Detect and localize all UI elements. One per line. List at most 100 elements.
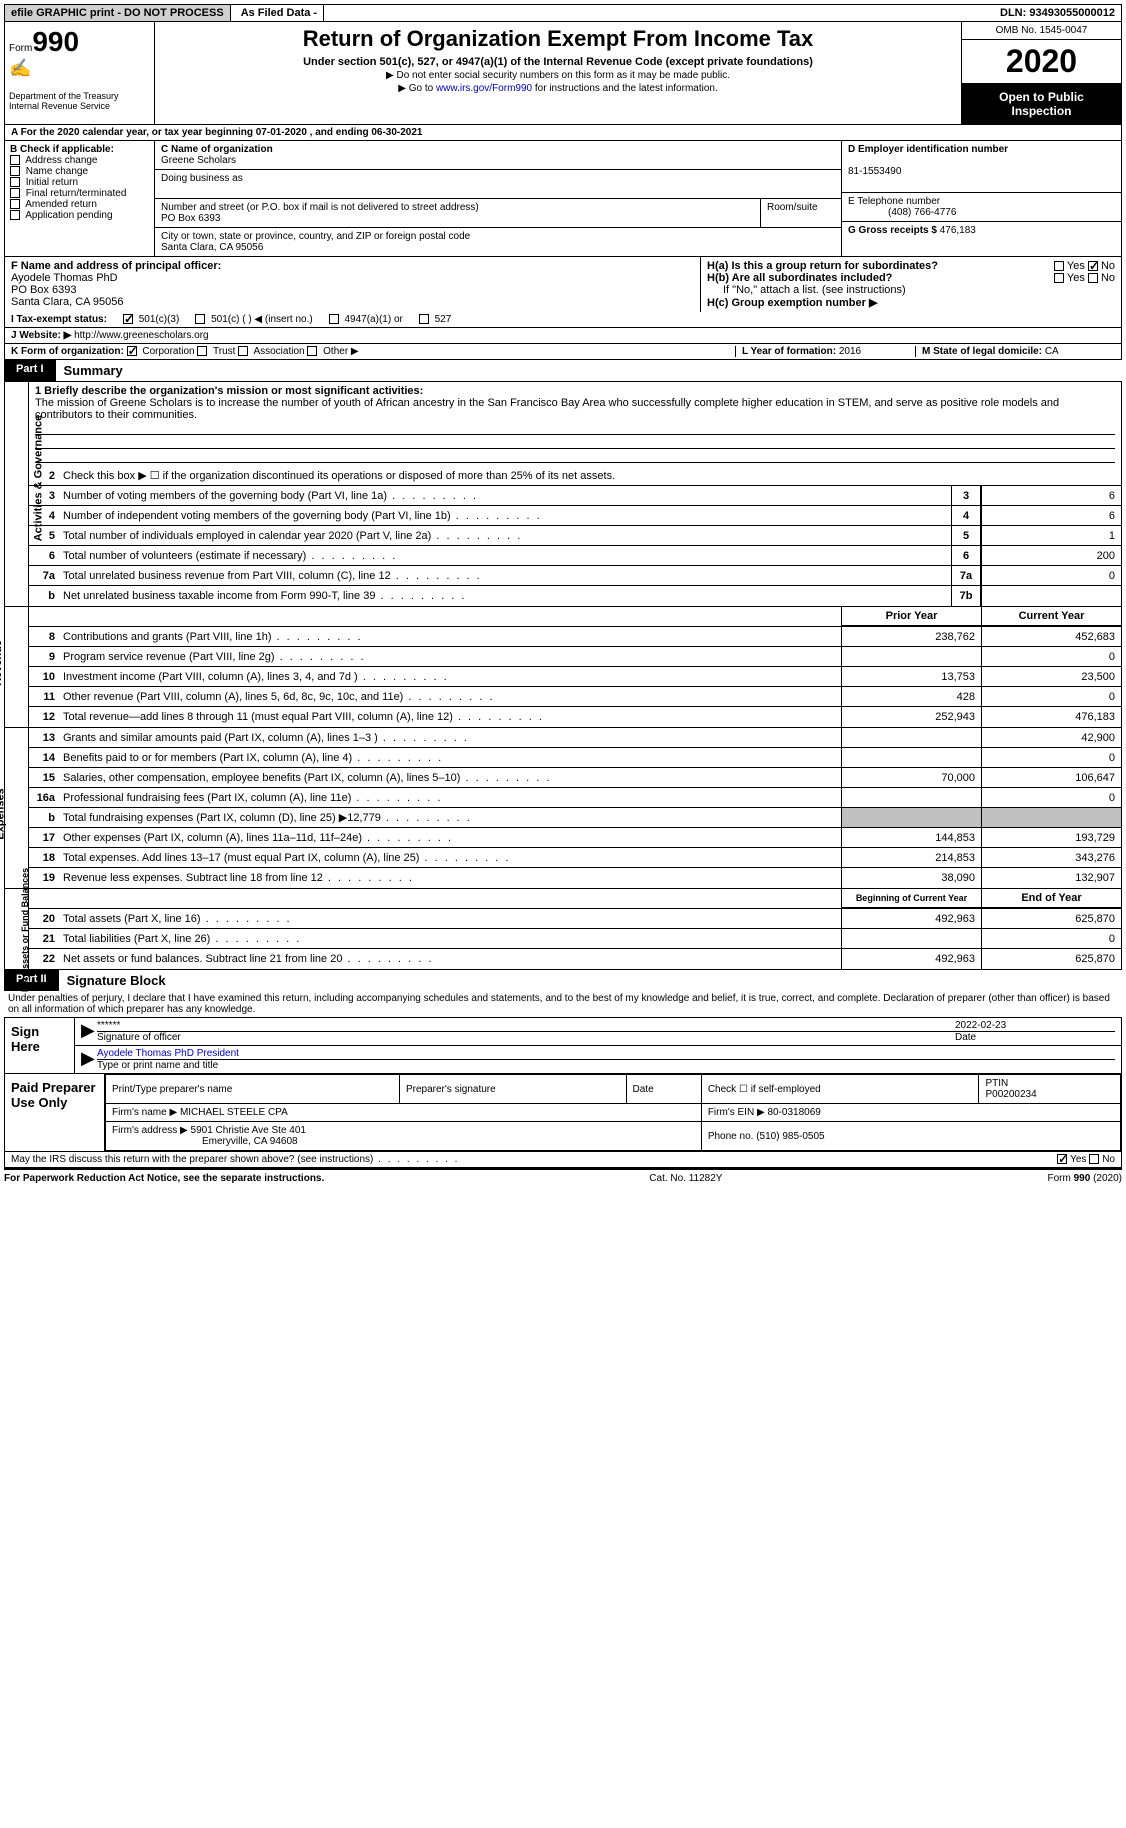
- checkbox-corp[interactable]: [127, 346, 137, 356]
- checkbox-b-5[interactable]: [10, 210, 20, 220]
- checkbox-h-a-no[interactable]: [1088, 261, 1098, 271]
- section-revenue: Revenue Prior Year Current Year 8Contrib…: [4, 607, 1122, 728]
- efile-notice: efile GRAPHIC print - DO NOT PROCESS: [5, 5, 231, 21]
- summary-row: 10Investment income (Part VIII, column (…: [29, 667, 1121, 687]
- website-url: http://www.greenescholars.org: [74, 330, 209, 341]
- summary-row: 17Other expenses (Part IX, column (A), l…: [29, 828, 1121, 848]
- checkbox-501c[interactable]: [195, 314, 205, 324]
- header-left: Form990 ✍ Department of the Treasury Int…: [5, 22, 155, 124]
- checkbox-h-b-no[interactable]: [1088, 273, 1098, 283]
- summary-row: 20Total assets (Part X, line 16)492,9636…: [29, 909, 1121, 929]
- cell-org-name: C Name of organization Greene Scholars: [155, 141, 841, 170]
- summary-row: 16aProfessional fundraising fees (Part I…: [29, 788, 1121, 808]
- org-name: Greene Scholars: [161, 155, 236, 166]
- summary-row: 4Number of independent voting members of…: [29, 506, 1121, 526]
- street-address: PO Box 6393: [161, 213, 220, 224]
- col-deg: D Employer identification number 81-1553…: [841, 141, 1121, 256]
- sign-here-label: Sign Here: [5, 1018, 75, 1073]
- summary-row: 13Grants and similar amounts paid (Part …: [29, 728, 1121, 748]
- checkbox-527[interactable]: [419, 314, 429, 324]
- fin-header-row: Prior Year Current Year: [29, 607, 1121, 627]
- checkbox-h-b-yes[interactable]: [1054, 273, 1064, 283]
- section-activities-governance: Activities & Governance 1 Briefly descri…: [4, 381, 1122, 607]
- officer-name-link[interactable]: Ayodele Thomas PhD President: [97, 1048, 239, 1059]
- summary-row: 7aTotal unrelated business revenue from …: [29, 566, 1121, 586]
- checkbox-b-3[interactable]: [10, 188, 20, 198]
- perjury-statement: Under penalties of perjury, I declare th…: [4, 991, 1122, 1018]
- checkbox-b-2[interactable]: [10, 177, 20, 187]
- summary-row: 5Total number of individuals employed in…: [29, 526, 1121, 546]
- header-mid: Return of Organization Exempt From Incom…: [155, 22, 961, 124]
- checkbox-b-4[interactable]: [10, 199, 20, 209]
- part-ii-header: Part II Signature Block: [4, 970, 1122, 991]
- footer-row: For Paperwork Reduction Act Notice, see …: [4, 1168, 1122, 1187]
- vert-label-net: Net Assets or Fund Balances: [5, 889, 29, 969]
- summary-row: 12Total revenue—add lines 8 through 11 (…: [29, 707, 1121, 727]
- summary-row: 6Total number of volunteers (estimate if…: [29, 546, 1121, 566]
- cell-dba: Doing business as: [155, 170, 841, 199]
- ein-value: 81-1553490: [848, 166, 901, 177]
- row-j-website: J Website: ▶ http://www.greenescholars.o…: [4, 328, 1122, 344]
- ssn-note: ▶ Do not enter social security numbers o…: [163, 70, 953, 81]
- summary-row: 9Program service revenue (Part VIII, lin…: [29, 647, 1121, 667]
- section-fh: F Name and address of principal officer:…: [4, 256, 1122, 312]
- cell-phone: E Telephone number (408) 766-4776: [842, 193, 1121, 222]
- summary-row: bNet unrelated business taxable income f…: [29, 586, 1121, 606]
- preparer-block: Paid Preparer Use Only Print/Type prepar…: [4, 1074, 1122, 1152]
- cell-ein: D Employer identification number 81-1553…: [842, 141, 1121, 193]
- form-number: 990: [32, 26, 79, 57]
- website-note: ▶ Go to www.irs.gov/Form990 for instruct…: [163, 83, 953, 94]
- section-net-assets: Net Assets or Fund Balances Beginning of…: [4, 889, 1122, 970]
- preparer-table: Print/Type preparer's name Preparer's si…: [105, 1074, 1121, 1151]
- cell-street: Number and street (or P.O. box if mail i…: [155, 199, 841, 228]
- top-bar: efile GRAPHIC print - DO NOT PROCESS As …: [4, 4, 1122, 22]
- row-a-tax-year: A For the 2020 calendar year, or tax yea…: [4, 125, 1122, 141]
- form-subtitle: Under section 501(c), 527, or 4947(a)(1)…: [163, 56, 953, 68]
- as-filed-label: As Filed Data -: [235, 5, 324, 21]
- checkbox-trust[interactable]: [197, 346, 207, 356]
- col-c: C Name of organization Greene Scholars D…: [155, 141, 841, 256]
- irs-link[interactable]: www.irs.gov/Form990: [436, 83, 532, 94]
- checkbox-other[interactable]: [307, 346, 317, 356]
- tax-year: 2020: [962, 40, 1121, 84]
- row-klm: K Form of organization: Corporation Trus…: [4, 344, 1122, 360]
- vert-label-expenses: Expenses: [5, 728, 29, 888]
- signature-block: Sign Here ▶ ****** Signature of officer …: [4, 1018, 1122, 1074]
- summary-row: 18Total expenses. Add lines 13–17 (must …: [29, 848, 1121, 868]
- section-expenses: Expenses 13Grants and similar amounts pa…: [4, 728, 1122, 889]
- checkbox-b-0[interactable]: [10, 155, 20, 165]
- col-b-checkboxes: B Check if applicable: Address change Na…: [5, 141, 155, 256]
- summary-row: 19Revenue less expenses. Subtract line 1…: [29, 868, 1121, 888]
- checkbox-4947[interactable]: [329, 314, 339, 324]
- dept-irs: Internal Revenue Service: [9, 101, 150, 111]
- cell-city: City or town, state or province, country…: [155, 228, 841, 256]
- checkbox-discuss-no[interactable]: [1089, 1154, 1099, 1164]
- checkbox-assoc[interactable]: [238, 346, 248, 356]
- form-label: Form: [9, 43, 32, 54]
- checkbox-h-a-yes[interactable]: [1054, 261, 1064, 271]
- summary-row: 15Salaries, other compensation, employee…: [29, 768, 1121, 788]
- gross-receipts: 476,183: [940, 225, 976, 236]
- phone-value: (408) 766-4776: [848, 207, 956, 218]
- form-header: Form990 ✍ Department of the Treasury Int…: [4, 22, 1122, 125]
- summary-row: bTotal fundraising expenses (Part IX, co…: [29, 808, 1121, 828]
- form-title: Return of Organization Exempt From Incom…: [163, 26, 953, 52]
- section-bcd: B Check if applicable: Address change Na…: [4, 141, 1122, 256]
- vert-label-governance: Activities & Governance: [5, 382, 29, 606]
- checkbox-discuss-yes[interactable]: [1057, 1154, 1067, 1164]
- cell-gross-receipts: G Gross receipts $ 476,183: [842, 222, 1121, 239]
- summary-row: 3Number of voting members of the governi…: [29, 486, 1121, 506]
- mission-block: 1 Briefly describe the organization's mi…: [29, 382, 1121, 466]
- omb-number: OMB No. 1545-0047: [962, 22, 1121, 40]
- paid-preparer-label: Paid Preparer Use Only: [5, 1074, 105, 1151]
- checkbox-501c3[interactable]: [123, 314, 133, 324]
- dept-treasury: Department of the Treasury: [9, 91, 150, 101]
- form-990-page: efile GRAPHIC print - DO NOT PROCESS As …: [0, 0, 1126, 1191]
- open-to-public: Open to Public Inspection: [962, 84, 1121, 124]
- dln-value: DLN: 93493055000012: [994, 5, 1121, 21]
- checkbox-b-1[interactable]: [10, 166, 20, 176]
- city-state: Santa Clara, CA 95056: [161, 242, 263, 253]
- cell-f-officer: F Name and address of principal officer:…: [5, 257, 701, 312]
- summary-row: 11Other revenue (Part VIII, column (A), …: [29, 687, 1121, 707]
- cell-h-group: H(a) Is this a group return for subordin…: [701, 257, 1121, 312]
